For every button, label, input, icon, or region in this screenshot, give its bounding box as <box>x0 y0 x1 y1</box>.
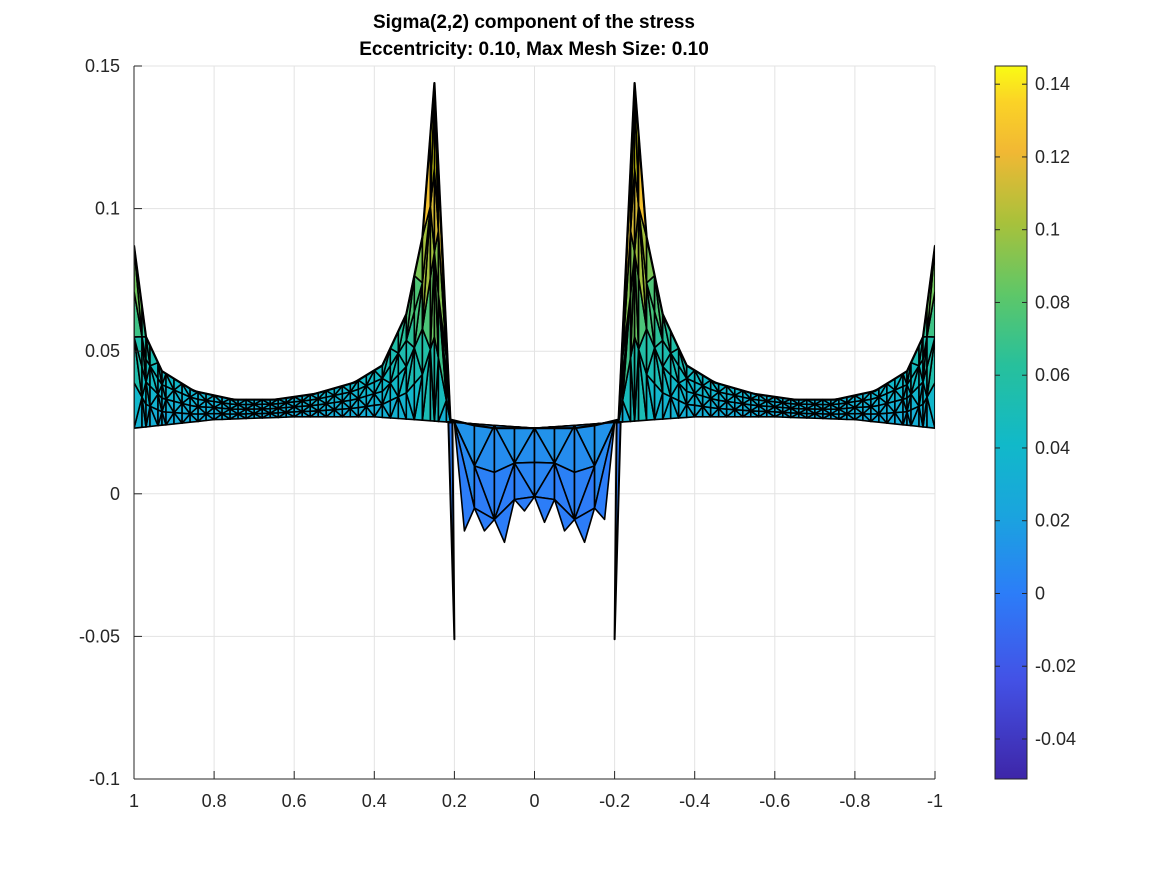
colorbar-tick-label: 0.12 <box>1035 147 1070 167</box>
x-tick-label: 0.8 <box>202 791 227 811</box>
colorbar-tick-label: 0 <box>1035 583 1045 603</box>
chart-title: Sigma(2,2) component of the stress <box>373 12 695 33</box>
colorbar-gradient <box>994 65 1028 780</box>
mesh-element <box>453 421 476 532</box>
colorbar-tick-label: 0.06 <box>1035 365 1070 385</box>
chart-title-group: Sigma(2,2) component of the stress Eccen… <box>359 12 709 60</box>
colorbar-tick-label: 0.14 <box>1035 74 1070 94</box>
mesh-element <box>573 507 596 544</box>
chart-subtitle: Eccentricity: 0.10, Max Mesh Size: 0.10 <box>359 39 709 60</box>
mesh-element <box>553 498 576 532</box>
x-tick-label: 0.4 <box>362 791 387 811</box>
y-tick-label: 0 <box>110 484 120 504</box>
stress-spike <box>447 421 456 641</box>
y-tick-label: -0.05 <box>79 626 120 646</box>
x-tick-label: -0.8 <box>839 791 870 811</box>
mesh-element <box>513 495 536 512</box>
colorbar-tick-label: 0.04 <box>1035 438 1070 458</box>
plot-area <box>134 81 935 641</box>
stress-spike <box>613 421 622 641</box>
y-tick-label: -0.1 <box>89 769 120 789</box>
colorbar-tick-label: -0.04 <box>1035 729 1076 749</box>
x-tick-label: -0.4 <box>679 791 710 811</box>
x-tick-label: 0 <box>529 791 539 811</box>
axes: 1 0.8 0.6 0.4 0.2 0 -0.2 -0.4 -0.6 -0.8 -1 0.15 0.1 0… <box>79 56 943 811</box>
mesh-element <box>593 421 616 521</box>
colorbar-tick-label: -0.02 <box>1035 656 1076 676</box>
mesh-element <box>533 495 556 524</box>
grid-lines <box>133 65 936 780</box>
colorbar-tick-label: 0.1 <box>1035 220 1060 240</box>
x-tick-label: 0.2 <box>442 791 467 811</box>
surface-outline <box>134 81 935 430</box>
x-tick-label: -0.6 <box>759 791 790 811</box>
y-tick-label: 0.05 <box>85 341 120 361</box>
colorbar-tick-label: 0.08 <box>1035 292 1070 312</box>
y-tick-label: 0.15 <box>85 56 120 76</box>
mesh-element <box>493 498 516 544</box>
colorbar: 0.14 0.12 0.1 0.08 0.06 0.04 0.02 0 -0.02 -0.04 <box>994 65 1076 780</box>
x-tick-label: -1 <box>927 791 943 811</box>
x-tick-label: 0.6 <box>282 791 307 811</box>
colorbar-tick-label: 0.02 <box>1035 511 1070 531</box>
y-tick-label: 0.1 <box>95 199 120 219</box>
x-tick-label: 1 <box>129 791 139 811</box>
x-tick-label: -0.2 <box>599 791 630 811</box>
mesh-element <box>473 507 496 532</box>
